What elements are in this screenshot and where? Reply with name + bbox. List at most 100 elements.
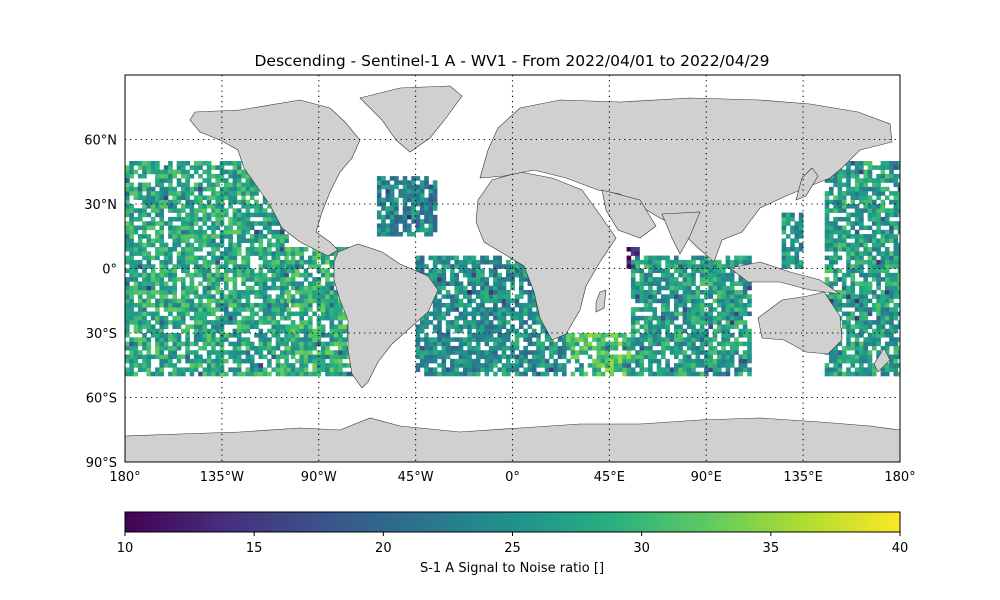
snr-cell [155, 328, 160, 334]
snr-cell [254, 311, 259, 317]
snr-cell [467, 324, 472, 329]
snr-cell [506, 311, 511, 317]
snr-cell [189, 229, 195, 235]
snr-cell [163, 285, 169, 291]
snr-cell [695, 294, 701, 299]
snr-cell [889, 328, 894, 334]
snr-cell [794, 229, 800, 235]
snr-cell [168, 161, 173, 166]
snr-cell [275, 311, 281, 317]
snr-cell [893, 367, 899, 372]
snr-cell [432, 324, 438, 329]
snr-cell [125, 195, 130, 200]
snr-cell [316, 341, 322, 347]
snr-cell [316, 371, 322, 377]
snr-cell [219, 161, 225, 166]
snr-cell [193, 208, 199, 213]
snr-cell [159, 350, 165, 355]
snr-cell [897, 221, 900, 226]
snr-cell [245, 345, 251, 351]
snr-cell [232, 320, 238, 325]
snr-cell [859, 195, 864, 200]
snr-cell [691, 307, 696, 312]
snr-cell [872, 367, 877, 372]
snr-cell [125, 268, 130, 274]
snr-cell [193, 367, 199, 372]
snr-cell [463, 350, 468, 355]
snr-cell [228, 242, 233, 248]
snr-cell [480, 350, 485, 355]
snr-cell [859, 363, 864, 368]
snr-cell [189, 208, 195, 213]
snr-cell [193, 169, 199, 175]
snr-cell [721, 264, 726, 269]
snr-cell [863, 259, 869, 265]
snr-cell [893, 212, 899, 218]
snr-cell [450, 350, 455, 355]
snr-cell [245, 259, 251, 265]
snr-cell [295, 302, 300, 308]
snr-cell [729, 264, 735, 269]
snr-cell [458, 350, 464, 355]
snr-cell [889, 285, 894, 291]
colorbar-tick-label: 20 [375, 541, 392, 556]
snr-cell [219, 363, 225, 368]
snr-cell [523, 277, 528, 282]
snr-cell [286, 363, 292, 368]
snr-cell [290, 281, 296, 286]
snr-cell [566, 345, 571, 351]
snr-cell [626, 350, 632, 355]
snr-cell [841, 320, 847, 325]
snr-cell [150, 191, 156, 196]
snr-cell [686, 337, 692, 342]
snr-cell [258, 242, 264, 248]
snr-cell [241, 302, 246, 308]
map-area [125, 75, 900, 462]
snr-cell [312, 264, 317, 269]
snr-cell [850, 225, 856, 231]
snr-cell [661, 255, 666, 261]
snr-cell [704, 264, 709, 269]
snr-cell [432, 302, 438, 308]
snr-cell [872, 328, 877, 334]
snr-cell [172, 186, 178, 192]
snr-cell [562, 350, 567, 355]
snr-cell [245, 302, 251, 308]
snr-cell [510, 367, 515, 372]
snr-cell [137, 259, 143, 265]
snr-cell [129, 212, 134, 218]
snr-cell [125, 354, 130, 360]
snr-cell [159, 212, 165, 218]
snr-cell [678, 272, 683, 278]
snr-cell [185, 225, 190, 231]
snr-cell [527, 281, 533, 286]
snr-cell [833, 345, 838, 351]
snr-cell [463, 341, 468, 347]
snr-cell [854, 255, 860, 261]
snr-cell [531, 371, 537, 377]
snr-cell [185, 367, 190, 372]
snr-cell [129, 216, 134, 222]
snr-cell [837, 169, 843, 175]
snr-cell [889, 221, 894, 226]
snr-cell [691, 345, 696, 351]
snr-cell [308, 264, 313, 269]
snr-cell [893, 345, 899, 351]
snr-cell [312, 354, 317, 360]
snr-cell [884, 277, 890, 282]
snr-cell [280, 277, 285, 282]
snr-cell [717, 371, 722, 377]
snr-cell [729, 354, 735, 360]
snr-cell [458, 290, 464, 295]
snr-cell [635, 341, 640, 347]
snr-cell [211, 294, 216, 299]
snr-cell [441, 354, 447, 360]
snr-cell [484, 281, 490, 286]
snr-cell [129, 161, 134, 166]
snr-cell [889, 324, 894, 329]
snr-cell [206, 354, 212, 360]
snr-cell [224, 161, 229, 166]
longitude-tick-label: 0° [505, 470, 520, 485]
snr-cell [299, 341, 305, 347]
snr-cell [829, 298, 834, 304]
